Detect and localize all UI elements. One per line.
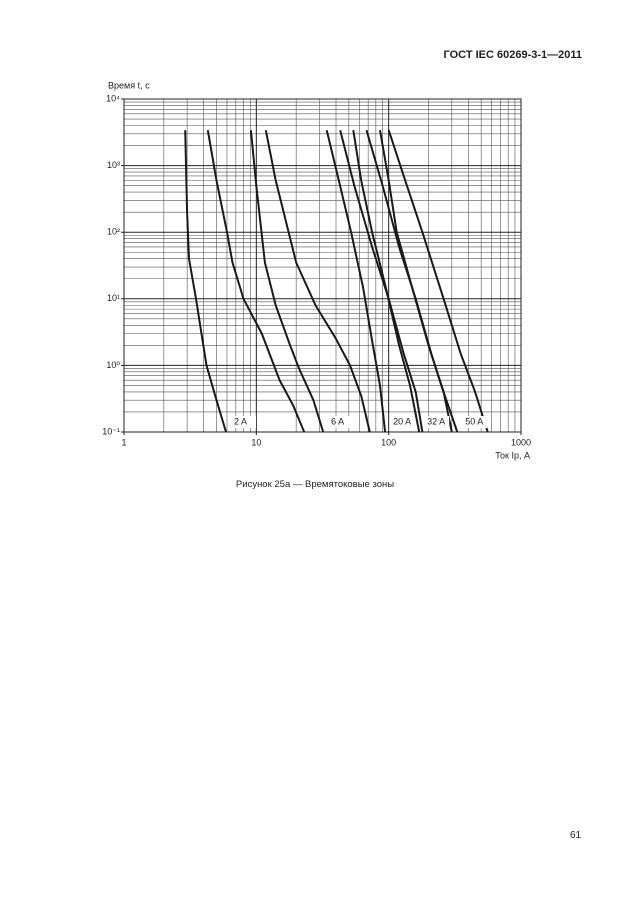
zone-curve (249, 130, 325, 433)
x-axis-label: Ток Ip, А (495, 450, 530, 460)
zone-curve (379, 130, 459, 433)
x-tick-label: 10 (251, 437, 261, 447)
zone-label-bg (391, 416, 416, 428)
zone-curve (352, 130, 421, 433)
x-tick-label: 1000 (511, 437, 531, 447)
zone-label: 50 A (465, 416, 483, 426)
caption: Рисунок 25а — Времятоковые зоны (235, 479, 395, 490)
page-number: 61 (570, 830, 582, 841)
chart: Время t, с Ток Ip, А 1 10 100 1000 10⁴ 10³ 10²… (102, 80, 531, 460)
y-tick-label: 10² (107, 227, 120, 237)
zone-curve (325, 129, 387, 433)
zone-label-bg (425, 416, 450, 428)
y-tick-label: 10¹ (107, 293, 120, 303)
zone-label: 32 A (427, 416, 445, 426)
zone-curve (264, 130, 371, 433)
plot-frame (123, 98, 522, 433)
zone-curve (184, 130, 227, 433)
zone-label: 20 A (393, 416, 411, 426)
zone-label-bg (463, 416, 488, 428)
zone-label: 2 A (234, 416, 247, 426)
zone-curve (206, 130, 306, 433)
zone-curve (387, 129, 489, 433)
zone-label-bg (329, 416, 354, 428)
header-title: ГОСТ IEC 60269-3-1—2011 (443, 49, 583, 61)
zone-label: 6 A (331, 416, 344, 426)
y-tick-label: 10⁰ (106, 360, 120, 370)
x-tick-label: 100 (381, 437, 396, 447)
zone-label-bg (232, 416, 257, 428)
y-tick-label: 10⁴ (106, 93, 120, 103)
x-tick-label: 1 (121, 437, 126, 447)
y-tick-label: 10³ (107, 160, 120, 170)
y-tick-label: 10⁻¹ (102, 426, 120, 436)
y-axis-label: Время t, с (108, 80, 150, 90)
